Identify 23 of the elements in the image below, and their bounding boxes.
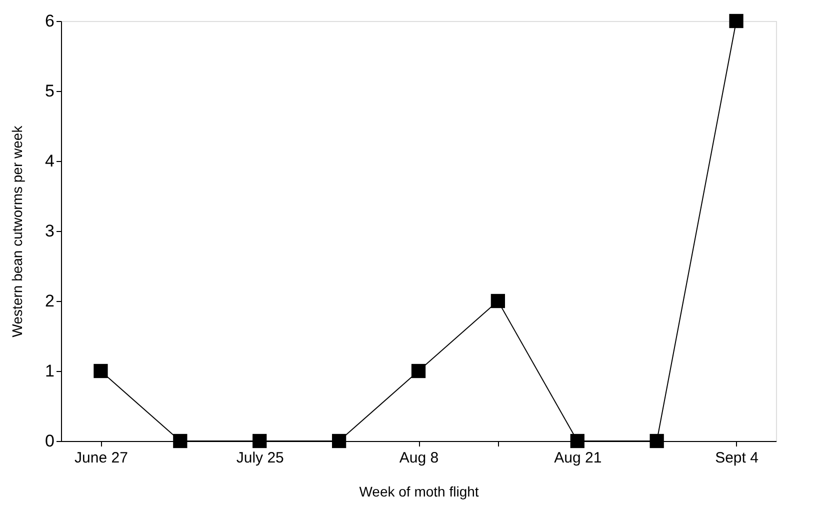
point — [252, 434, 267, 448]
y-tick-label: 5 — [45, 82, 54, 100]
x-tick-label: Aug 8 — [399, 450, 439, 466]
x-tick-label: Sept 4 — [715, 450, 758, 466]
x-axis-title: Week of moth flight — [359, 484, 479, 500]
y-tick-label: 1 — [45, 362, 54, 380]
y-tick-label: 4 — [45, 152, 54, 170]
y-tick-label: 2 — [45, 292, 54, 310]
point — [94, 364, 108, 378]
point — [173, 434, 188, 448]
x-tick-label: June 27 — [74, 450, 128, 466]
point — [650, 434, 664, 448]
y-axis-title: Western bean cutworms per week — [9, 124, 26, 338]
y-tick-label: 3 — [45, 222, 54, 240]
y-tick-label: 6 — [45, 12, 54, 30]
point — [490, 294, 506, 308]
point — [411, 364, 426, 378]
x-tick-label: July 25 — [236, 450, 284, 466]
y-tick-label: 0 — [45, 432, 54, 450]
x-tick-label: Aug 21 — [554, 450, 602, 466]
point — [729, 14, 744, 28]
point — [332, 434, 346, 448]
point — [570, 434, 584, 448]
